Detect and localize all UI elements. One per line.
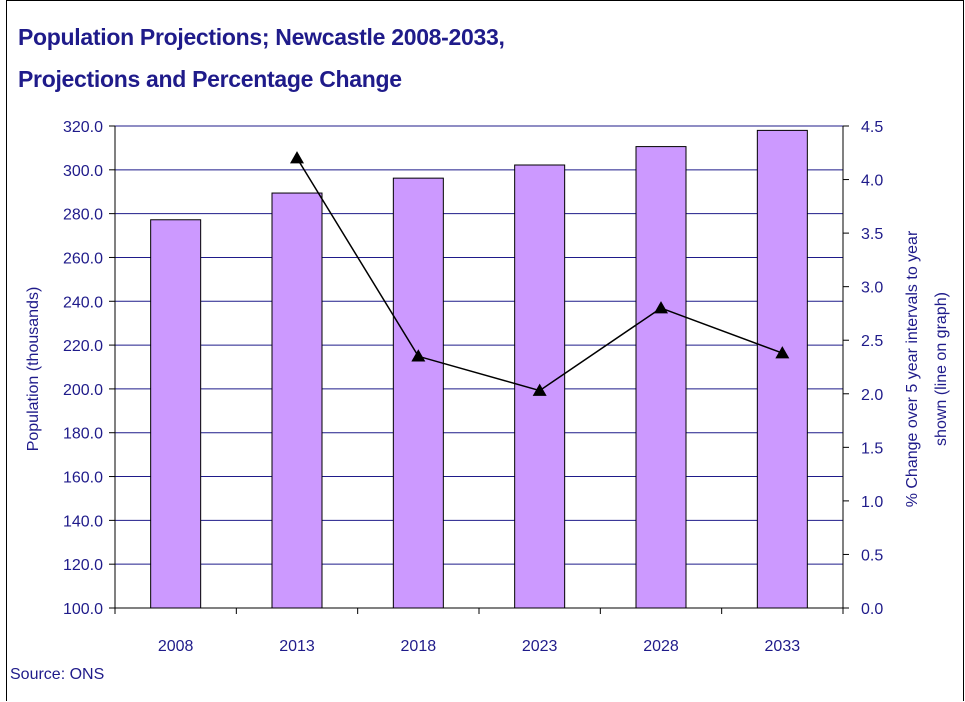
bars bbox=[150, 129, 808, 609]
y-tick-label: 300.0 bbox=[63, 163, 103, 180]
y2-tick-label: 3.5 bbox=[861, 226, 883, 243]
y-tick-label: 280.0 bbox=[63, 207, 103, 224]
line-point-marker bbox=[290, 151, 304, 164]
y-tick-label: 100.0 bbox=[63, 601, 103, 618]
y2-tick-label: 0.0 bbox=[861, 601, 883, 618]
y-tick-label: 140.0 bbox=[63, 513, 103, 530]
x-tick-label: 2018 bbox=[401, 638, 437, 655]
y-axis-title: Population (thousands) bbox=[25, 287, 42, 452]
y-tick-label: 220.0 bbox=[63, 338, 103, 355]
x-tick-label: 2028 bbox=[643, 638, 679, 655]
x-tick-label: 2023 bbox=[522, 638, 558, 655]
y-tick-label: 320.0 bbox=[63, 119, 103, 136]
y2-tick-label: 3.0 bbox=[861, 280, 883, 297]
x-tick-label: 2013 bbox=[279, 638, 315, 655]
y-tick-label: 120.0 bbox=[63, 557, 103, 574]
y-tick-label: 200.0 bbox=[63, 382, 103, 399]
bar bbox=[635, 146, 687, 609]
percent-change-line bbox=[290, 151, 790, 396]
chart-frame bbox=[6, 0, 964, 701]
y2-tick-label: 2.5 bbox=[861, 333, 883, 350]
y2-tick-label: 1.5 bbox=[861, 440, 883, 457]
bar bbox=[756, 129, 808, 609]
line-point-marker bbox=[775, 346, 790, 359]
line-point-marker bbox=[654, 301, 668, 314]
bar bbox=[150, 219, 202, 609]
axes bbox=[109, 125, 849, 614]
y2-axis-title-line-1: % Change over 5 year intervals to year bbox=[904, 230, 921, 507]
line-point-marker bbox=[411, 349, 426, 362]
chart-title-line-2: Projections and Percentage Change bbox=[18, 66, 402, 92]
y2-tick-label: 4.0 bbox=[861, 173, 883, 190]
y-tick-label: 240.0 bbox=[63, 294, 103, 311]
y2-tick-label: 2.0 bbox=[861, 387, 883, 404]
y-tick-label: 160.0 bbox=[63, 470, 103, 487]
source-note: Source: ONS bbox=[10, 666, 105, 683]
y2-tick-label: 1.0 bbox=[861, 494, 883, 511]
tick-labels: 100.0 120.0 140.0 160.0 180.0 200.0 220.0 240.0… bbox=[63, 119, 883, 655]
gridlines bbox=[115, 125, 843, 565]
y2-tick-label: 0.5 bbox=[861, 547, 883, 564]
chart-title-line-1: Population Projections; Newcastle 2008-2… bbox=[18, 24, 505, 50]
y-tick-label: 180.0 bbox=[63, 426, 103, 443]
bar bbox=[271, 192, 323, 609]
x-tick-label: 2008 bbox=[158, 638, 194, 655]
bar bbox=[392, 177, 444, 609]
line-point-marker bbox=[532, 383, 547, 396]
y2-tick-label: 4.5 bbox=[861, 119, 883, 136]
y2-axis-title-line-2: shown (line on graph) bbox=[933, 292, 950, 446]
x-tick-label: 2033 bbox=[765, 638, 801, 655]
y-tick-label: 260.0 bbox=[63, 250, 103, 267]
